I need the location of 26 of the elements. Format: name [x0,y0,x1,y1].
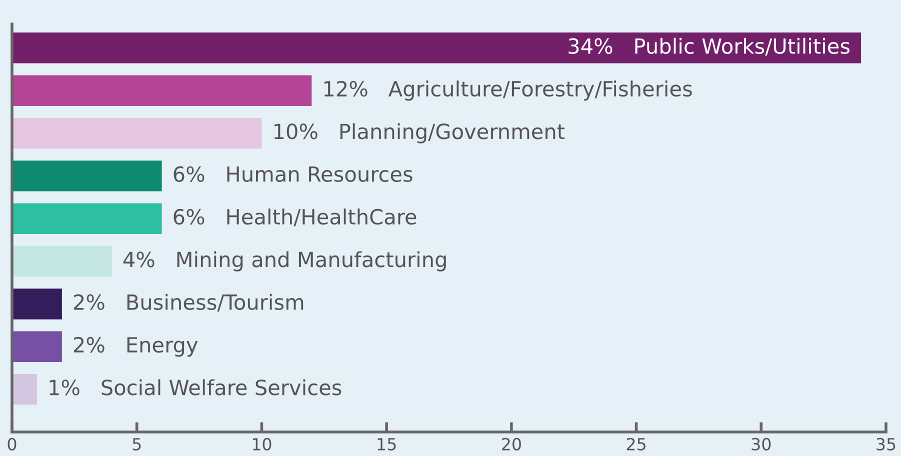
bar [12,75,312,106]
text: 6% Human Resources [174,166,412,182]
text: 10% Planning/Government [274,123,565,144]
text: 6% Health/HealthCare [174,208,416,226]
x-tick-label: 25 [626,438,646,450]
x-tick-label: 35 [876,438,896,450]
text: 12% Agriculture/Forestry/Fisheries [324,80,692,101]
x-tick-label: 20 [502,438,521,450]
bar [12,32,862,64]
bar [12,331,62,362]
text: 1% Social Welfare Services [50,379,342,396]
x-tick-label: 0 [8,438,16,450]
text: 34% Public Works/Utilities [568,38,850,56]
bar [12,288,62,320]
x-tick-label: 30 [752,438,771,450]
bar [12,246,112,277]
text: 2% Energy [74,336,198,357]
bar [12,203,162,234]
x-tick-label: 10 [252,438,272,450]
bar [12,160,162,192]
text: 2% Business/Tourism [74,294,304,312]
bar [12,374,37,405]
bar [12,118,262,149]
x-tick-label: 15 [378,438,396,450]
text: 4% Mining and Manufacturing [123,251,446,272]
x-tick-label: 5 [132,438,141,450]
